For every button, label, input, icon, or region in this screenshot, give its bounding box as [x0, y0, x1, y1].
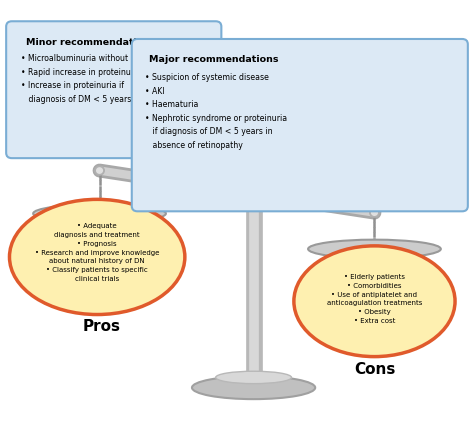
Text: • Elderly patients
• Comorbidities
• Use of antiplatelet and
anticoagulation tre: • Elderly patients • Comorbidities • Use…: [327, 274, 422, 324]
Circle shape: [95, 166, 104, 175]
Text: Cons: Cons: [354, 361, 395, 377]
Text: • Suspicion of systemic disease
• AKI
• Haematuria
• Nephrotic syndrome or prote: • Suspicion of systemic disease • AKI • …: [145, 73, 287, 150]
Text: Major recommendations: Major recommendations: [149, 55, 279, 64]
Text: Minor recommendations: Minor recommendations: [26, 38, 156, 47]
Ellipse shape: [216, 371, 292, 384]
Text: • Adequate
diagnosis and treatment
• Prognosis
• Research and improve knowledge
: • Adequate diagnosis and treatment • Pro…: [35, 223, 159, 282]
Ellipse shape: [294, 246, 455, 357]
Ellipse shape: [308, 240, 441, 258]
Circle shape: [247, 195, 260, 208]
FancyBboxPatch shape: [132, 39, 468, 211]
Circle shape: [97, 168, 102, 173]
Circle shape: [370, 208, 379, 217]
Text: • Microalbuminuria without retinopathy
• Rapid increase in proteinuria
• Increas: • Microalbuminuria without retinopathy •…: [21, 54, 176, 104]
Circle shape: [372, 210, 377, 215]
FancyBboxPatch shape: [6, 21, 221, 158]
Ellipse shape: [33, 204, 166, 223]
Ellipse shape: [192, 376, 315, 399]
Text: Pros: Pros: [83, 319, 121, 334]
Ellipse shape: [9, 199, 185, 315]
Circle shape: [243, 192, 264, 211]
